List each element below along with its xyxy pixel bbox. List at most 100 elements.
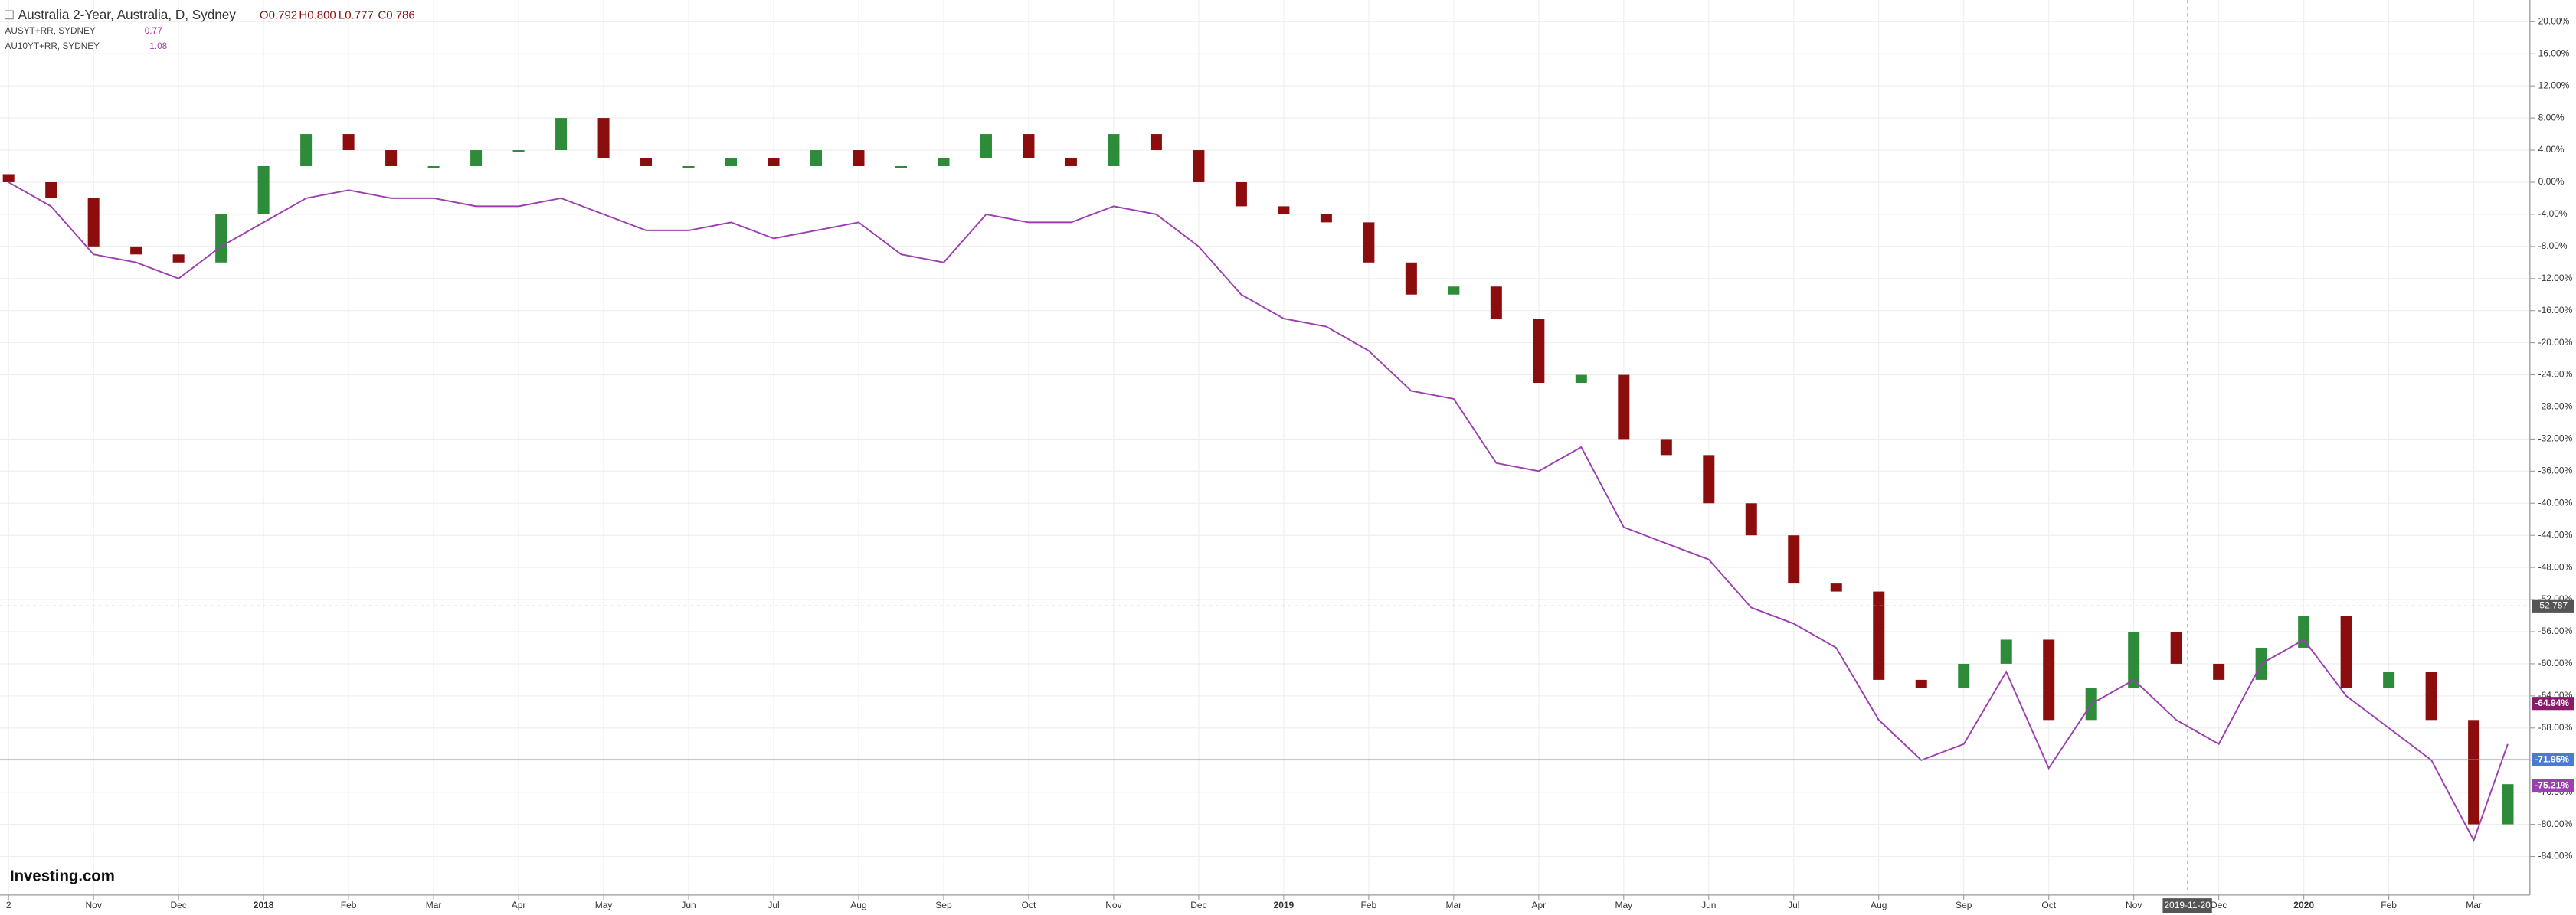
candle	[555, 118, 568, 151]
candle	[1873, 591, 1885, 680]
candle	[2043, 639, 2055, 721]
candle	[2468, 720, 2480, 825]
candle	[853, 150, 865, 166]
candle	[1278, 206, 1290, 214]
candle	[130, 246, 142, 255]
candle	[1533, 319, 1545, 384]
chart-title: Australia 2-Year, Australia, D, Sydney	[18, 7, 237, 22]
y-tick-label: -60.00%	[2538, 658, 2573, 668]
candle	[1788, 535, 1800, 584]
candle	[810, 150, 823, 166]
candle	[1830, 583, 1842, 592]
y-tick-label: -36.00%	[2538, 466, 2573, 476]
x-tick-label: Aug	[1871, 900, 1887, 910]
candle	[1150, 134, 1162, 151]
x-tick-label: Jun	[1701, 900, 1716, 910]
candle	[215, 214, 227, 263]
candle	[1660, 439, 1672, 456]
candle	[1235, 181, 1247, 207]
x-tick-label: Sep	[935, 900, 952, 910]
candle	[45, 181, 57, 198]
x-tick-label: Aug	[850, 900, 866, 910]
candle	[2383, 672, 2395, 688]
x-tick-label: May	[1615, 900, 1632, 910]
ohlc-value: O0.792	[260, 8, 297, 21]
price-label-box	[2532, 753, 2574, 766]
legend-label: AU10YT+RR, SYDNEY	[5, 41, 100, 51]
price-label-box	[2532, 779, 2574, 792]
candle	[1193, 150, 1205, 182]
series-line	[8, 181, 2509, 843]
x-tick-label: Oct	[1022, 900, 1036, 910]
candle	[1745, 503, 1757, 536]
legend: AUSYT+RR, SYDNEY 0.77 AU10YT+RR, SYDNEY 1.0…	[5, 26, 168, 51]
ohlc-value: C0.786	[378, 8, 414, 21]
candle	[2298, 616, 2310, 648]
candle	[1363, 222, 1375, 263]
x-tick-label: Jun	[681, 900, 696, 910]
y-tick-label: -12.00%	[2538, 273, 2573, 283]
x-tick-label: Jul	[1788, 900, 1799, 910]
y-tick-label: -80.00%	[2538, 819, 2573, 829]
candle	[1065, 158, 1077, 166]
candle	[2340, 616, 2352, 688]
candle	[980, 134, 992, 158]
candle	[172, 254, 185, 263]
y-tick-label: 4.00%	[2538, 144, 2565, 155]
y-tick-label: 0.00%	[2538, 176, 2565, 187]
candle	[2213, 663, 2225, 680]
candle	[1490, 286, 1502, 319]
candle	[385, 150, 398, 166]
x-tick-label: Oct	[2041, 900, 2056, 910]
y-tick-label: -44.00%	[2538, 529, 2573, 540]
x-tick-label: Nov	[1105, 900, 1121, 910]
candle	[1703, 455, 1715, 504]
y-tick-label: -28.00%	[2538, 401, 2573, 412]
y-tick-label: -24.00%	[2538, 369, 2573, 380]
collapse-icon[interactable]	[4, 10, 14, 20]
y-tick-label: -56.00%	[2538, 626, 2573, 636]
x-tick-label: Sep	[1956, 900, 1972, 910]
price-label: -71.95%	[2535, 753, 2569, 764]
candle	[768, 158, 780, 166]
candle	[427, 165, 440, 168]
x-tick-label: Feb	[341, 900, 357, 910]
x-tick-label: 2019	[1274, 900, 1295, 910]
x-tick-label: 2	[6, 900, 11, 910]
candle	[2000, 639, 2012, 664]
candle	[1915, 679, 1927, 688]
candle	[1448, 286, 1460, 295]
plot	[2, 118, 2514, 843]
x-tick-label: Jul	[768, 900, 779, 910]
x-tick-label: 2018	[254, 900, 274, 910]
y-tick-label: -32.00%	[2538, 433, 2573, 444]
price-label: -75.21%	[2535, 780, 2569, 791]
candle	[895, 165, 907, 168]
legend-value: 1.08	[149, 41, 167, 51]
y-tick-label: 12.00%	[2538, 80, 2570, 90]
candle	[512, 150, 525, 152]
candle	[682, 165, 695, 168]
x-tick-label: Mar	[2466, 900, 2482, 910]
ohlc-value: H0.800	[299, 8, 336, 21]
candle	[257, 165, 270, 214]
x-tick-label: Nov	[2126, 900, 2142, 910]
candle	[1405, 262, 1417, 295]
y-tick-label: -84.00%	[2538, 851, 2573, 861]
legend-label: AUSYT+RR, SYDNEY	[5, 26, 96, 36]
x-tick-label: Feb	[2381, 900, 2397, 910]
x-tick-label: Apr	[1531, 900, 1546, 910]
x-tick-label: Dec	[1190, 900, 1206, 910]
y-tick-label: -8.00%	[2538, 240, 2568, 251]
candle	[2128, 631, 2140, 688]
price-label-box	[2532, 697, 2574, 711]
candle	[1023, 134, 1035, 158]
candle	[938, 158, 950, 166]
candle	[342, 134, 355, 151]
candle	[2502, 784, 2514, 825]
x-tick-label: Apr	[512, 900, 526, 910]
logo: Investing.com	[10, 868, 115, 885]
crosshair-y-box	[2532, 599, 2574, 613]
